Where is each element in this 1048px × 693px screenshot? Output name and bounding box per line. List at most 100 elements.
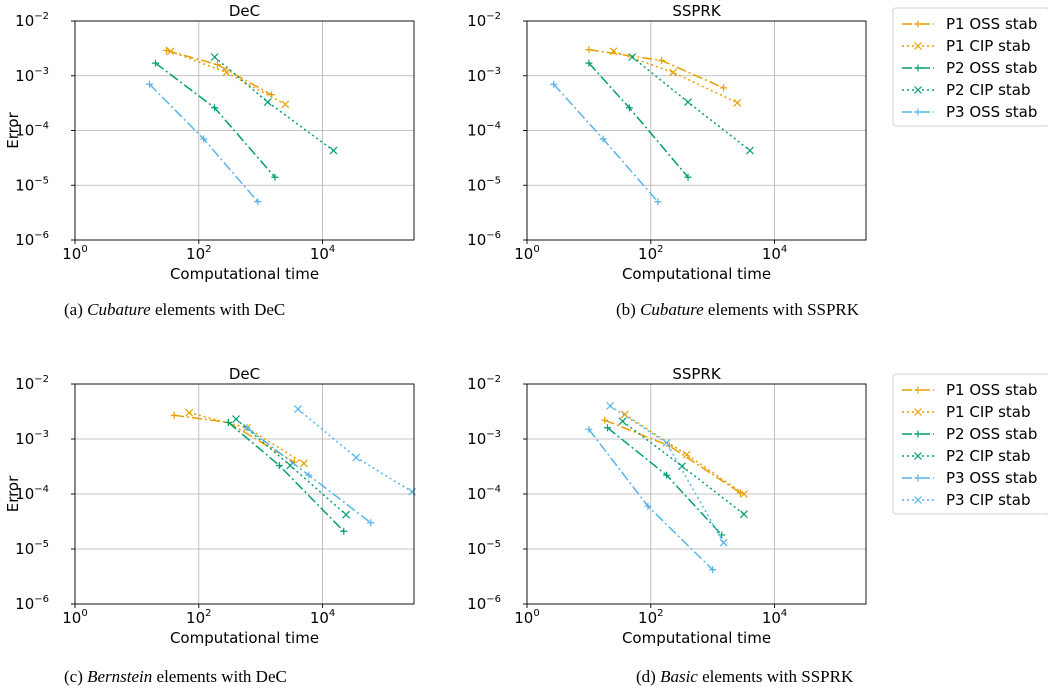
data-point <box>628 53 637 61</box>
legend-marker <box>914 20 922 28</box>
data-point <box>275 461 283 469</box>
legend-marker <box>914 108 922 116</box>
data-point <box>618 417 627 426</box>
data-point <box>550 80 558 88</box>
caption-d: (d) Basic elements with SSPRK <box>636 667 853 687</box>
data-point <box>709 566 717 574</box>
x-tick-label: 104 <box>762 244 787 263</box>
data-point <box>733 98 742 107</box>
y-tick-label: 10−5 <box>15 539 49 558</box>
series-line <box>553 83 659 203</box>
data-point <box>263 98 272 107</box>
chart-title: DeC <box>229 365 260 383</box>
caption-c-prefix: (c) <box>64 667 83 686</box>
x-tick-label: 104 <box>310 244 335 263</box>
data-point <box>367 519 375 527</box>
caption-d-prefix: (d) <box>636 667 656 686</box>
chart-panel-d: 100 102 104 10−6 10−5 10−4 10−3 10−2 SSPRK Comput… <box>467 365 867 647</box>
caption-b-prefix: (b) <box>616 300 636 319</box>
x-axis-label: Computational time <box>622 265 771 283</box>
data-point <box>200 135 208 143</box>
data-point <box>162 46 170 54</box>
caption-d-rest: elements with SSPRK <box>702 667 854 686</box>
x-tick-label: 100 <box>62 608 87 627</box>
data-point <box>585 59 593 67</box>
caption-d-emph: Basic <box>660 667 698 686</box>
data-point <box>211 104 219 112</box>
data-point <box>606 401 615 410</box>
data-point <box>329 146 338 155</box>
data-point <box>682 450 691 459</box>
data-point <box>340 527 348 535</box>
caption-b-emph: Cubature <box>640 300 704 319</box>
y-axis-label: Error <box>4 475 22 512</box>
y-tick-label: 10−2 <box>467 374 501 393</box>
legend-label: P2 CIP stab <box>946 447 1030 465</box>
chart-panel-c: 100 102 104 10−6 10−5 10−4 10−3 10−2 DeC Computat… <box>4 365 417 647</box>
data-point <box>342 510 351 519</box>
y-tick-label: 10−2 <box>15 374 49 393</box>
data-point <box>146 80 154 88</box>
series-line <box>613 50 738 104</box>
caption-c-rest: elements with DeC <box>156 667 287 686</box>
y-tick-label: 10−2 <box>15 11 49 30</box>
y-tick-label: 10−5 <box>15 175 49 194</box>
x-tick-label: 100 <box>62 244 87 263</box>
data-point <box>166 47 175 56</box>
data-point <box>604 424 612 432</box>
legend-label: P3 OSS stab <box>946 469 1037 487</box>
x-tick-label: 102 <box>186 244 211 263</box>
series-line <box>588 62 689 178</box>
legend-marker <box>914 452 922 460</box>
data-point <box>294 405 302 414</box>
data-point <box>740 510 748 519</box>
caption-a: (a) Cubature elements with DeC <box>64 300 285 320</box>
data-point <box>170 411 178 419</box>
series-line <box>166 49 272 96</box>
data-point <box>152 59 160 67</box>
data-point <box>408 487 417 496</box>
x-tick-label: 102 <box>638 244 663 263</box>
caption-b-rest: elements with SSPRK <box>707 300 860 319</box>
data-point <box>644 502 652 510</box>
x-axis-label: Computational time <box>170 265 319 283</box>
y-tick-label: 10−3 <box>467 429 501 448</box>
caption-a-rest: elements with DeC <box>154 300 286 319</box>
x-tick-label: 100 <box>514 244 539 263</box>
legend-label: P2 CIP stab <box>946 81 1030 99</box>
y-tick-label: 10−4 <box>467 484 501 503</box>
y-tick-label: 10−5 <box>467 175 501 194</box>
series-line <box>227 421 345 532</box>
chart-title: SSPRK <box>672 365 722 383</box>
data-point <box>684 98 692 107</box>
caption-a-emph: Cubature <box>87 300 151 319</box>
series-line <box>148 83 259 203</box>
legend-marker <box>914 386 922 394</box>
legend-label: P1 CIP stab <box>946 403 1030 421</box>
data-point <box>300 459 308 468</box>
chart-title: SSPRK <box>672 2 722 20</box>
x-tick-label: 104 <box>762 608 787 627</box>
data-point <box>718 531 726 539</box>
legend-marker <box>914 408 922 416</box>
y-tick-label: 10−6 <box>15 594 49 613</box>
series-line <box>624 413 745 495</box>
series-line <box>214 56 334 152</box>
legend-label: P3 CIP stab <box>946 491 1030 509</box>
data-point <box>658 56 666 64</box>
data-point <box>684 173 692 181</box>
x-tick-label: 100 <box>514 608 539 627</box>
data-point <box>271 173 279 181</box>
legend-label: P2 OSS stab <box>946 59 1037 77</box>
data-point <box>352 453 361 462</box>
data-point <box>281 100 290 109</box>
series-line <box>622 420 745 515</box>
series-line <box>631 56 751 152</box>
legend-label: P3 OSS stab <box>946 103 1037 121</box>
legend-label: P1 OSS stab <box>946 381 1037 399</box>
data-point <box>585 425 593 433</box>
data-point <box>654 198 662 206</box>
caption-c: (c) Bernstein elements with DeC <box>64 667 287 687</box>
legend-label: P1 CIP stab <box>946 37 1030 55</box>
caption-b: (b) Cubature elements with SSPRK <box>616 300 859 320</box>
